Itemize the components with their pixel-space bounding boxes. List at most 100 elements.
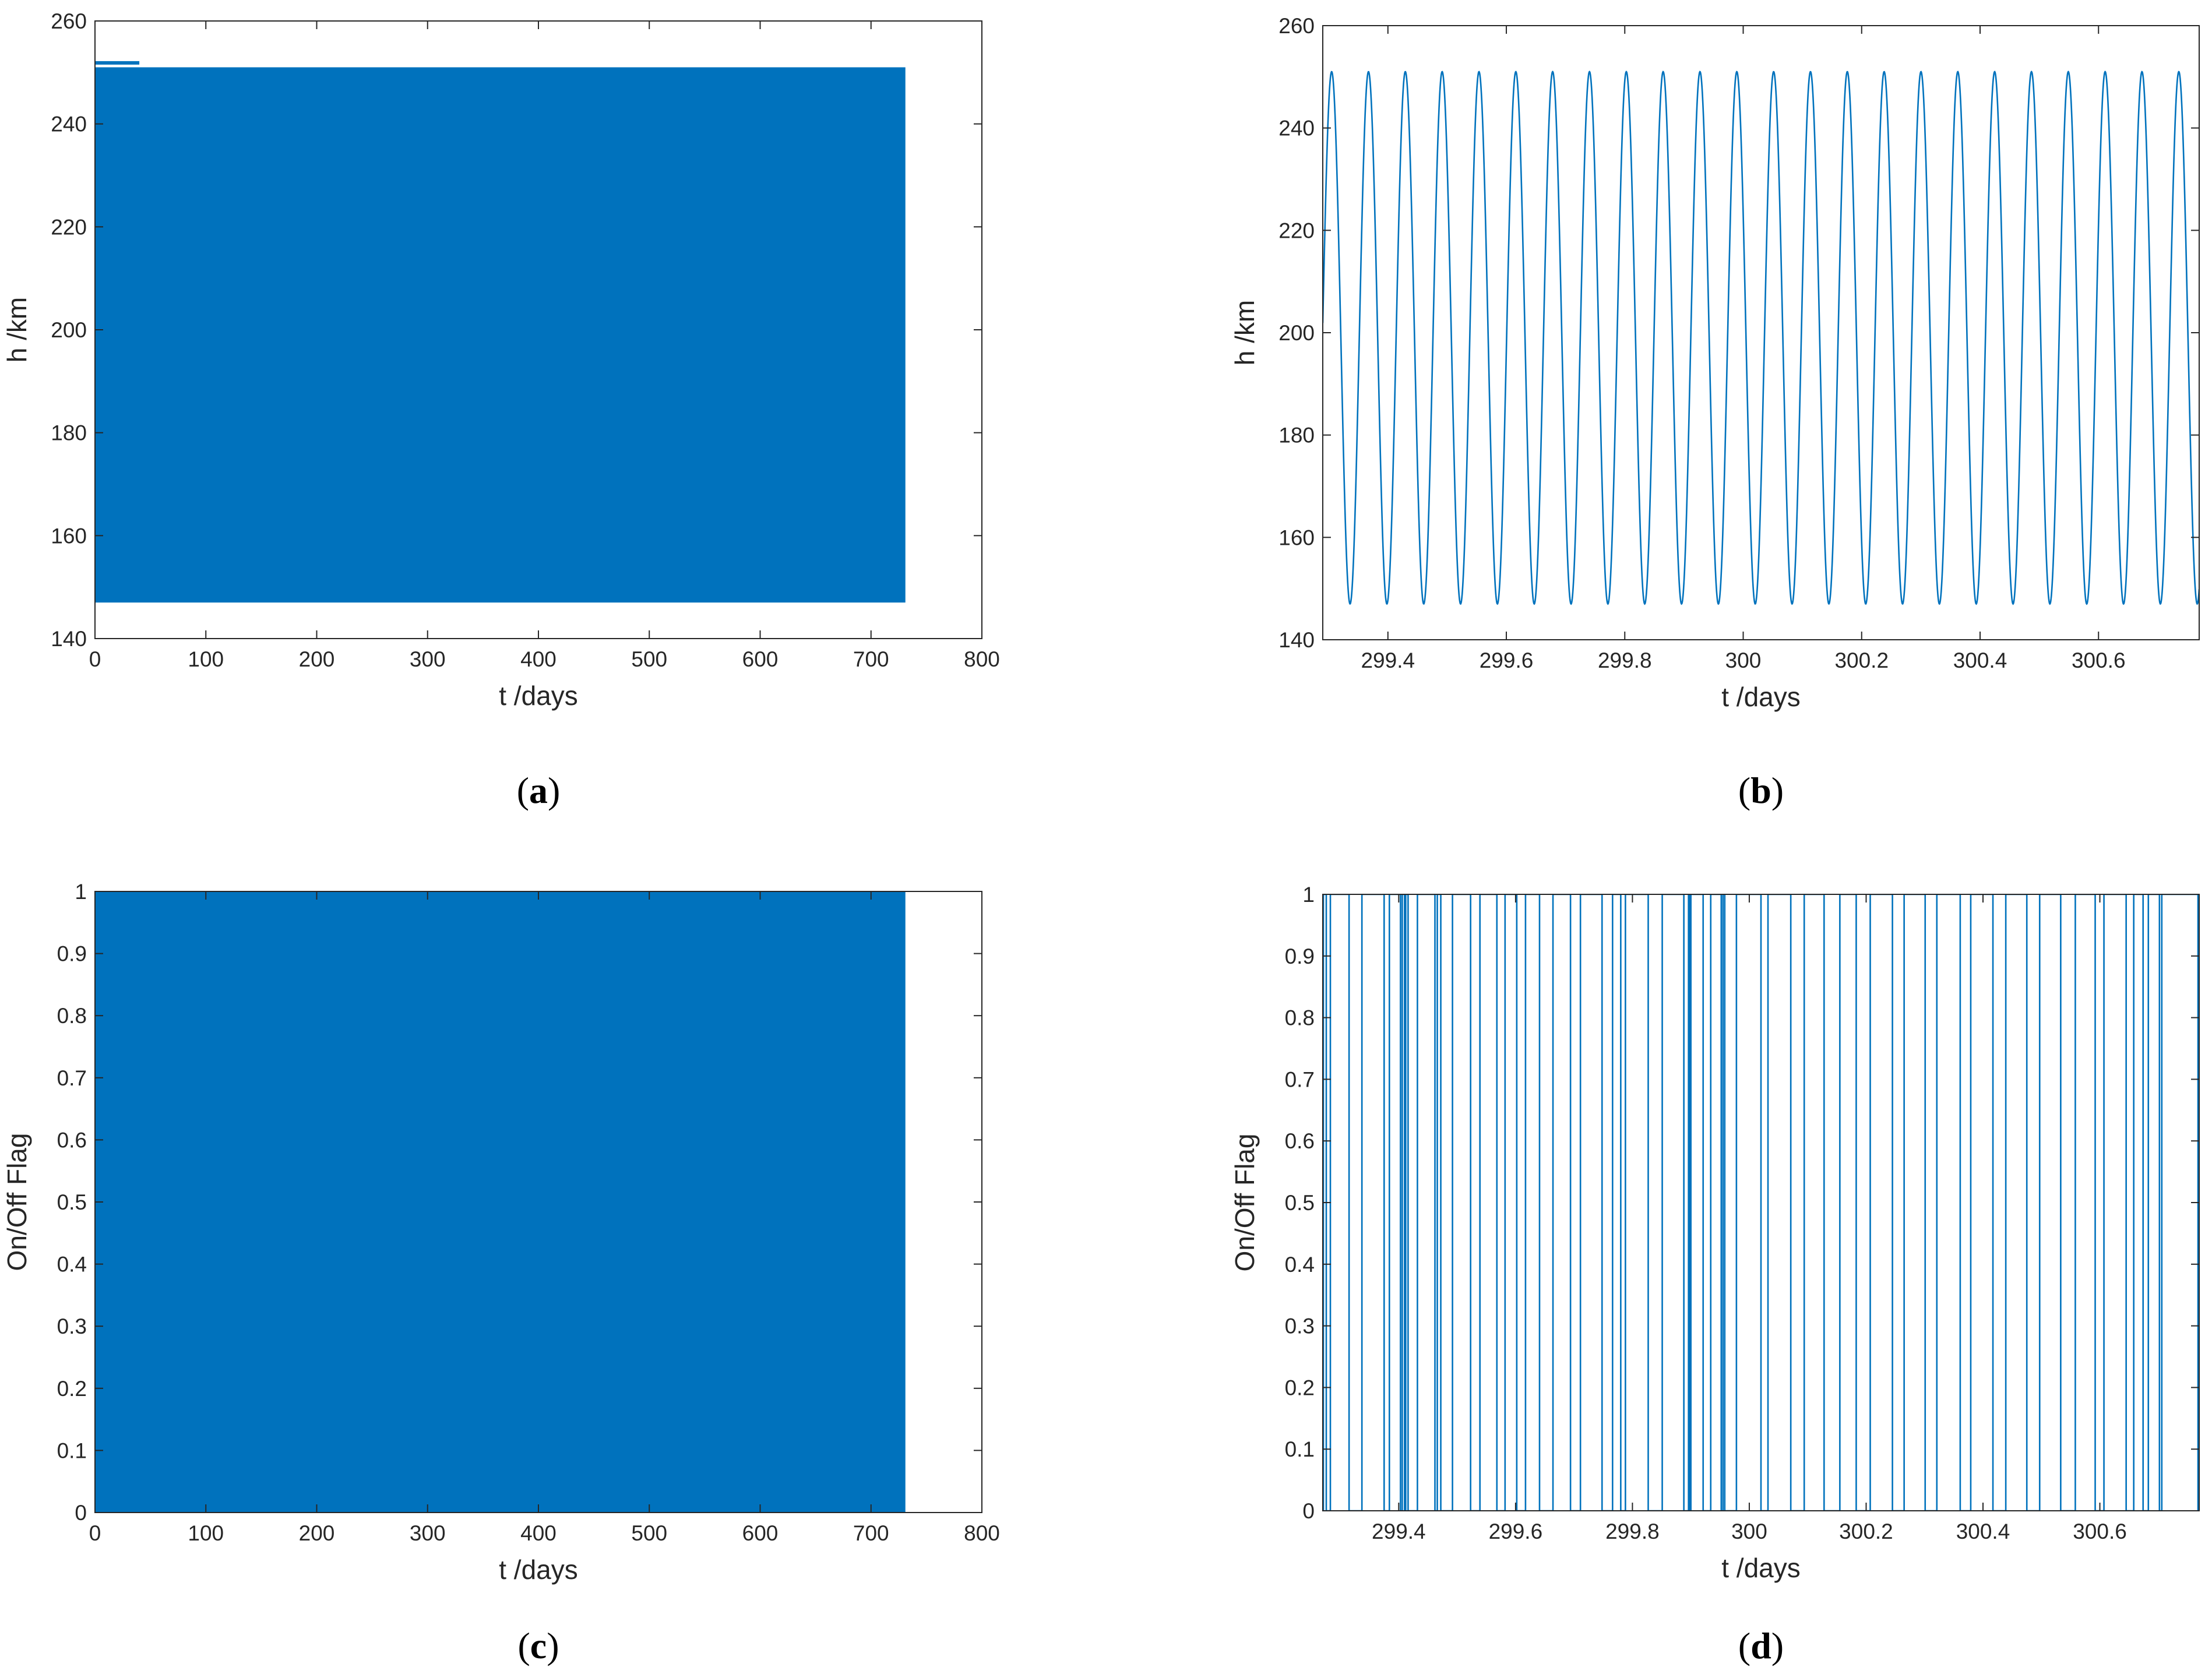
y-tick-label: 0.4 <box>1285 1253 1315 1277</box>
x-tick-label: 300.6 <box>2073 1520 2127 1543</box>
x-tick-label: 299.8 <box>1605 1520 1660 1543</box>
y-tick-label: 180 <box>1278 424 1315 447</box>
x-tick-label: 100 <box>188 647 224 671</box>
caption-letter: d <box>1750 1625 1771 1666</box>
y-tick-label: 0.5 <box>57 1190 87 1214</box>
panel-d-chart: 299.4 299.6 299.8 300 300.2 300.4 300.6 0 0.1 0.2… <box>1230 883 2200 1666</box>
x-axis-label: t /days <box>499 681 578 711</box>
x-tick-label: 299.6 <box>1480 648 1534 672</box>
x-tick-label: 200 <box>299 1521 335 1545</box>
y-tick-label: 240 <box>1278 117 1315 140</box>
series-band <box>95 67 906 603</box>
plot-background <box>1323 26 2199 640</box>
panel-b-chart: 299.4 299.6 299.8 300 300.2 300.4 300.6 140 160 1… <box>1230 14 2200 811</box>
y-tick-label: 0.1 <box>57 1439 87 1462</box>
y-tick-label: 200 <box>1278 321 1315 345</box>
x-tick-label: 300.4 <box>1956 1520 2010 1543</box>
y-axis-label: h /km <box>2 297 32 362</box>
x-tick-label: 299.8 <box>1598 648 1652 672</box>
y-tick-label: 1 <box>75 880 87 904</box>
data-layer <box>95 891 906 1513</box>
x-tick-label: 700 <box>853 647 889 671</box>
x-axis-label: t /days <box>499 1554 578 1585</box>
y-tick-label: 0.3 <box>57 1314 87 1338</box>
y-tick-label: 0.9 <box>1285 944 1315 968</box>
x-tick-label: 800 <box>964 1521 1000 1545</box>
y-tick-label: 0.4 <box>57 1253 87 1277</box>
y-tick-label: 220 <box>51 215 87 239</box>
panel-c-chart: 0 100 200 300 400 500 600 700 800 0 0.1 0.2 0.3 0.4 0.… <box>2 880 1000 1666</box>
x-axis-label: t /days <box>1721 1553 1801 1583</box>
x-tick-label: 600 <box>742 647 779 671</box>
caption-letter: c <box>530 1625 547 1666</box>
y-axis-label: h /km <box>1230 300 1260 365</box>
y-tick-label: 0.6 <box>1285 1129 1315 1153</box>
x-tick-label: 300 <box>1725 648 1762 672</box>
x-tick-label: 299.4 <box>1361 648 1415 672</box>
y-axis-label: On/Off Flag <box>1230 1134 1260 1272</box>
data-layer <box>95 61 906 603</box>
x-tick-label: 500 <box>631 1521 667 1545</box>
y-tick-label: 140 <box>1278 628 1315 652</box>
y-tick-label: 0.2 <box>1285 1376 1315 1399</box>
x-tick-label: 300.2 <box>1834 648 1889 672</box>
x-tick-label: 200 <box>299 647 335 671</box>
y-axis-label: On/Off Flag <box>2 1133 32 1271</box>
caption-close-paren: ) <box>547 1625 559 1666</box>
panel-caption: (b) <box>1738 770 1784 811</box>
x-tick-label: 0 <box>89 647 101 671</box>
panel-caption: (c) <box>517 1625 559 1666</box>
y-tick-label: 0.6 <box>57 1128 87 1152</box>
x-tick-label: 500 <box>631 647 667 671</box>
series-line <box>1323 70 2199 605</box>
x-tick-label: 300 <box>410 647 446 671</box>
data-layer <box>1323 70 2199 605</box>
y-tick-label: 0 <box>75 1501 87 1525</box>
y-tick-label: 0.8 <box>57 1004 87 1028</box>
x-tick-label: 800 <box>964 647 1000 671</box>
y-tick-label: 260 <box>51 9 87 33</box>
panel-caption: (a) <box>517 770 561 811</box>
y-tick-label: 0.1 <box>1285 1437 1315 1461</box>
x-tick-label: 300.6 <box>2072 648 2126 672</box>
y-tick-label: 200 <box>51 318 87 342</box>
caption-open-paren: ( <box>1738 1625 1750 1666</box>
panel-caption: (d) <box>1738 1625 1784 1666</box>
y-tick-label: 180 <box>51 421 87 445</box>
y-tick-label: 240 <box>51 112 87 136</box>
x-tick-label: 300.2 <box>1839 1520 1893 1543</box>
x-tick-label: 400 <box>520 1521 556 1545</box>
y-tick-label: 260 <box>1278 14 1315 38</box>
y-tick-label: 0.2 <box>57 1377 87 1401</box>
series-band-transient <box>95 61 140 65</box>
y-tick-label: 0.9 <box>57 942 87 966</box>
series-band <box>95 891 906 1513</box>
y-tick-label: 0.7 <box>1285 1067 1315 1091</box>
caption-open-paren: ( <box>1738 770 1750 811</box>
x-tick-label: 600 <box>742 1521 779 1545</box>
y-tick-label: 0 <box>1302 1499 1315 1523</box>
caption-close-paren: ) <box>1771 1625 1784 1666</box>
y-tick-label: 0.3 <box>1285 1314 1315 1338</box>
y-tick-label: 1 <box>1302 883 1315 907</box>
y-tick-label: 0.5 <box>1285 1191 1315 1215</box>
x-tick-label: 299.4 <box>1372 1520 1426 1543</box>
x-axis-label: t /days <box>1721 682 1801 712</box>
x-tick-label: 400 <box>520 647 556 671</box>
caption-open-paren: ( <box>517 770 529 811</box>
x-tick-label: 300 <box>1731 1520 1767 1543</box>
caption-close-paren: ) <box>1771 770 1784 811</box>
y-tick-label: 0.8 <box>1285 1006 1315 1030</box>
y-tick-label: 160 <box>1278 526 1315 549</box>
y-tick-label: 0.7 <box>57 1066 87 1090</box>
x-tick-label: 300 <box>410 1521 446 1545</box>
caption-open-paren: ( <box>517 1625 530 1666</box>
y-tick-label: 220 <box>1278 218 1315 242</box>
caption-letter: a <box>529 770 548 811</box>
x-tick-label: 700 <box>853 1521 889 1545</box>
caption-letter: b <box>1750 770 1771 811</box>
x-tick-label: 0 <box>89 1521 101 1545</box>
panel-a-chart: 0 100 200 300 400 500 600 700 800 140 160 180 200 220… <box>2 9 1000 811</box>
y-tick-label: 140 <box>51 627 87 651</box>
